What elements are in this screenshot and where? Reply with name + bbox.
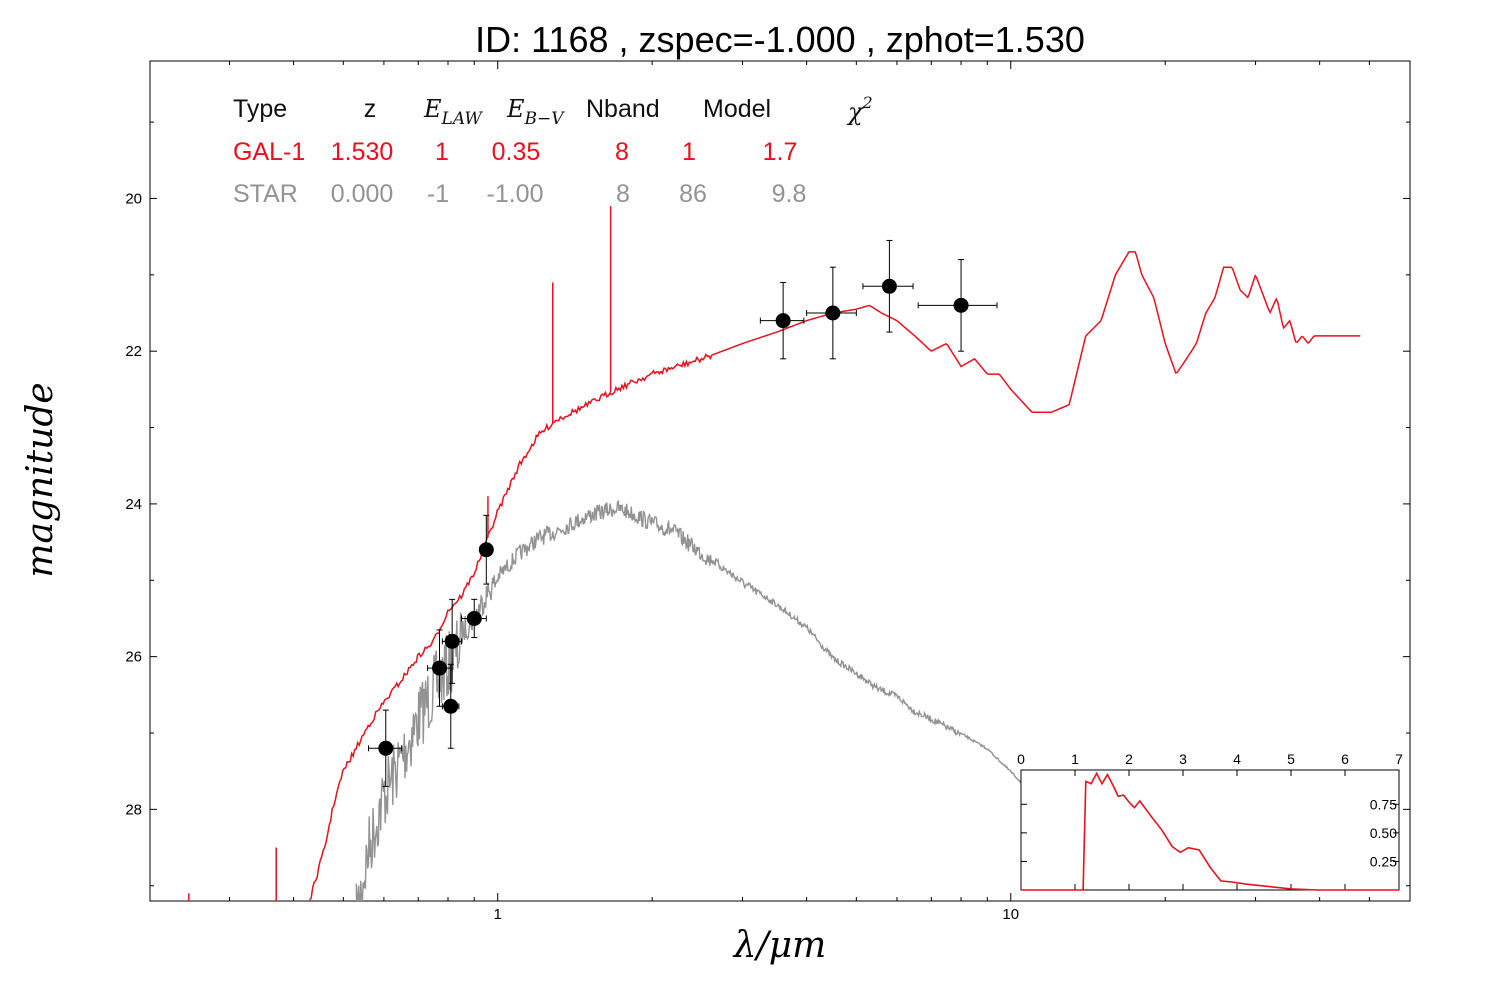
inset-y-tick-label-0.75: 0.75 [1370,796,1397,812]
legend-header-type: Type [233,95,287,123]
inset-x-tick-label-4: 4 [1233,751,1241,767]
legend-gal-chi2: 1.7 [763,138,798,166]
legend-table: Type z ELAW EB−V Nband Model χ2 GAL-1 1.… [233,93,873,208]
y-tick-label-26: 26 [125,649,142,666]
data-point-8 [881,278,897,294]
inset-x-tick-label-1: 1 [1071,751,1079,767]
y-tick-label-24: 24 [125,496,142,513]
inset-x-tick-label-0: 0 [1017,751,1025,767]
legend-gal-ebv: 0.35 [492,138,541,166]
legend-header-model: Model [703,95,771,123]
y-tick-label-22: 22 [125,343,142,360]
legend-star-model: 86 [679,180,707,208]
chart-title: ID: 1168 , zspec=-1.000 , zphot=1.530 [475,19,1085,60]
legend-header-chi2: χ2 [846,93,873,126]
legend-star-chi2: 9.8 [772,180,807,208]
x-axis-label: λ/μm [732,925,826,966]
data-point-3 [444,633,460,649]
y-tick-label-20: 20 [125,190,142,207]
x-tick-label-1: 1 [494,906,502,923]
inset-x-tick-label-6: 6 [1341,751,1349,767]
data-point-4 [466,610,482,626]
legend-gal-model: 1 [682,138,696,166]
data-point-2 [443,698,459,714]
inset-pdz-line [1021,771,1399,891]
legend-header-z: z [364,95,377,123]
legend-star-ebv: -1.00 [487,180,544,208]
data-point-6 [775,313,791,329]
legend-gal-type: GAL-1 [233,138,305,166]
star-model-line [355,499,1043,901]
y-axis-label: magnitude [20,382,61,577]
data-point-5 [478,542,494,558]
data-point-1 [431,660,447,676]
legend-gal-elaw: 1 [435,138,449,166]
plot-frame [149,60,1411,902]
inset-x-tick-label-3: 3 [1179,751,1187,767]
inset-x-tick-label-7: 7 [1395,751,1403,767]
legend-gal-nband: 8 [615,138,629,166]
legend-header-ebv: EB−V [506,95,565,129]
inset-y-tick-label-0.25: 0.25 [1370,853,1397,869]
legend-star-elaw: -1 [427,180,449,208]
data-point-9 [953,297,969,313]
inset-pdz-plot: 0 1 2 3 4 5 6 7 0.25 0.50 0.75 [1017,751,1403,891]
inset-x-tick-label-2: 2 [1125,751,1133,767]
legend-star-z: 0.000 [331,180,394,208]
data-point-0 [378,740,394,756]
legend-header-elaw: ELAW [423,95,483,129]
legend-header-nband: Nband [586,95,660,123]
inset-y-tick-label-0.50: 0.50 [1370,825,1397,841]
legend-star-nband: 8 [616,180,630,208]
y-tick-label-28: 28 [125,801,142,818]
inset-frame [1020,769,1400,891]
data-point-7 [825,305,841,321]
x-tick-label-10: 10 [1002,906,1019,923]
legend-star-type: STAR [233,180,298,208]
legend-gal-z: 1.530 [331,138,394,166]
inset-x-tick-label-5: 5 [1287,751,1295,767]
